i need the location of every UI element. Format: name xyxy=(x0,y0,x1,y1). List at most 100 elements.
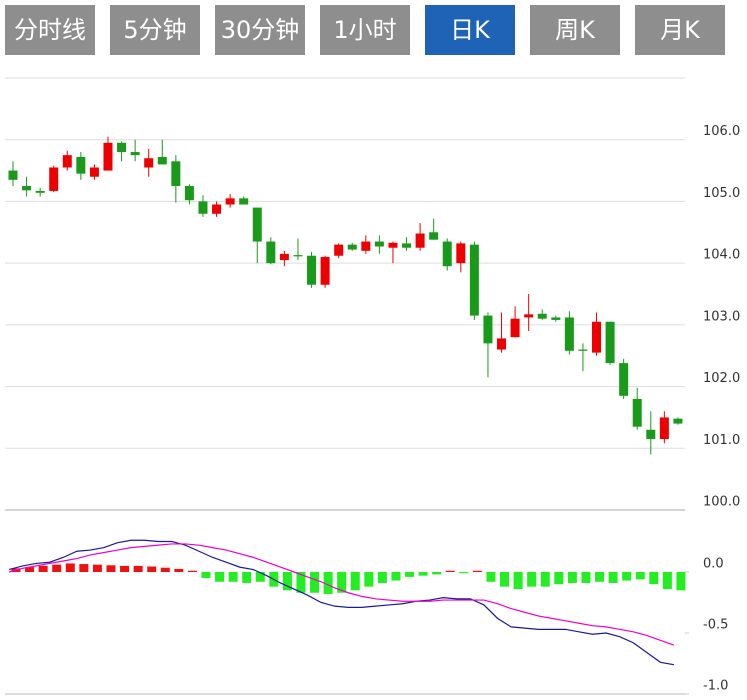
candle-body xyxy=(592,321,602,353)
candle-body xyxy=(347,244,357,250)
macd-bar xyxy=(391,572,401,581)
macd-bar xyxy=(540,572,550,587)
candle-body xyxy=(361,241,371,251)
macd-bar xyxy=(554,572,564,585)
y-tick-label: 104.0 xyxy=(703,248,740,263)
y-tick-label: 101.0 xyxy=(703,433,740,448)
macd-bar xyxy=(215,572,225,582)
candle-body xyxy=(497,338,507,350)
candle-body xyxy=(144,158,154,168)
candle-body xyxy=(632,398,642,427)
macd-bar xyxy=(228,572,238,582)
y-tick-label: -1.0 xyxy=(703,679,728,694)
candle-body xyxy=(564,317,574,351)
candle-body xyxy=(320,256,330,285)
y-tick-label: 106.0 xyxy=(703,124,740,139)
macd-bar xyxy=(38,565,48,572)
candle-body xyxy=(483,315,493,344)
candle-body xyxy=(659,417,669,440)
y-tick-label: 0.0 xyxy=(703,557,724,572)
y-tick-label: 105.0 xyxy=(703,186,740,201)
macd-bar xyxy=(459,572,469,574)
candle-body xyxy=(524,314,534,318)
candle-body xyxy=(578,349,588,351)
macd-bar xyxy=(187,570,197,572)
candle-body xyxy=(307,255,317,285)
candle-body xyxy=(239,198,249,205)
candle-body xyxy=(89,167,99,177)
macd-bar xyxy=(676,572,686,591)
candle-body xyxy=(388,242,398,248)
candle-body xyxy=(130,152,140,156)
period-tab[interactable]: 月K xyxy=(635,5,725,55)
macd-bar xyxy=(377,572,387,583)
macd-bar xyxy=(242,572,252,583)
period-tab[interactable]: 1小时 xyxy=(320,5,410,55)
candle-body xyxy=(35,190,45,193)
y-tick-label: 102.0 xyxy=(703,371,740,386)
candle-body xyxy=(22,186,32,191)
period-tab[interactable]: 5分钟 xyxy=(110,5,200,55)
macd-bar xyxy=(500,572,510,587)
candle-body xyxy=(673,418,683,424)
macd-bar xyxy=(405,572,415,577)
period-tab[interactable]: 30分钟 xyxy=(215,5,305,55)
macd-bar xyxy=(133,565,143,572)
macd-bar xyxy=(595,572,605,582)
macd-bar xyxy=(418,572,428,576)
candle-body xyxy=(157,156,167,165)
macd-bar xyxy=(147,566,157,572)
macd-bar xyxy=(649,572,659,585)
y-tick-label: 100.0 xyxy=(703,495,740,510)
candle-body xyxy=(76,156,86,174)
period-tab[interactable]: 分时线 xyxy=(5,5,95,55)
period-tab[interactable]: 日K xyxy=(425,5,515,55)
candle-body xyxy=(49,167,59,191)
candle-body xyxy=(429,232,439,240)
candle-body xyxy=(117,142,127,153)
candle-body xyxy=(212,204,222,214)
candle-body xyxy=(619,363,629,396)
macd-bar xyxy=(106,565,116,572)
candle-body xyxy=(334,244,344,256)
macd-bar xyxy=(513,572,523,590)
candle-body xyxy=(62,155,72,168)
candle-body xyxy=(293,255,303,257)
candle-body xyxy=(252,207,262,242)
macd-bar xyxy=(432,572,442,575)
macd-bar xyxy=(662,572,672,590)
macd-bar xyxy=(350,572,360,591)
candle-body xyxy=(266,241,276,264)
candle-body xyxy=(402,243,412,248)
macd-bar xyxy=(174,568,184,572)
macd-bar xyxy=(581,572,591,583)
macd-bar xyxy=(323,572,333,594)
macd-bar xyxy=(337,572,347,593)
candle-body xyxy=(551,317,561,320)
candle-body xyxy=(646,429,656,440)
candle-body xyxy=(510,318,520,338)
macd-bar xyxy=(486,572,496,582)
macd-bar xyxy=(52,564,62,572)
macd-line xyxy=(8,539,675,666)
period-tab[interactable]: 周K xyxy=(530,5,620,55)
candle-body xyxy=(103,142,113,171)
period-tabs: 分时线 5分钟 30分钟 1小时 日K 周K 月K xyxy=(5,5,742,55)
candle-body xyxy=(8,170,18,180)
macd-bar xyxy=(567,572,577,583)
macd-bar xyxy=(25,567,35,572)
candle-body xyxy=(279,253,289,261)
macd-bar xyxy=(92,564,102,572)
macd-bar xyxy=(445,570,455,572)
candle-body xyxy=(605,321,615,364)
macd-bar xyxy=(65,563,75,572)
y-tick-label: -0.5 xyxy=(703,618,728,633)
macd-bar xyxy=(255,572,265,582)
macd-bar xyxy=(310,572,320,593)
candle-body xyxy=(537,313,547,319)
macd-bar xyxy=(282,572,292,591)
macd-bar xyxy=(527,572,537,587)
macd-bar xyxy=(201,572,211,579)
